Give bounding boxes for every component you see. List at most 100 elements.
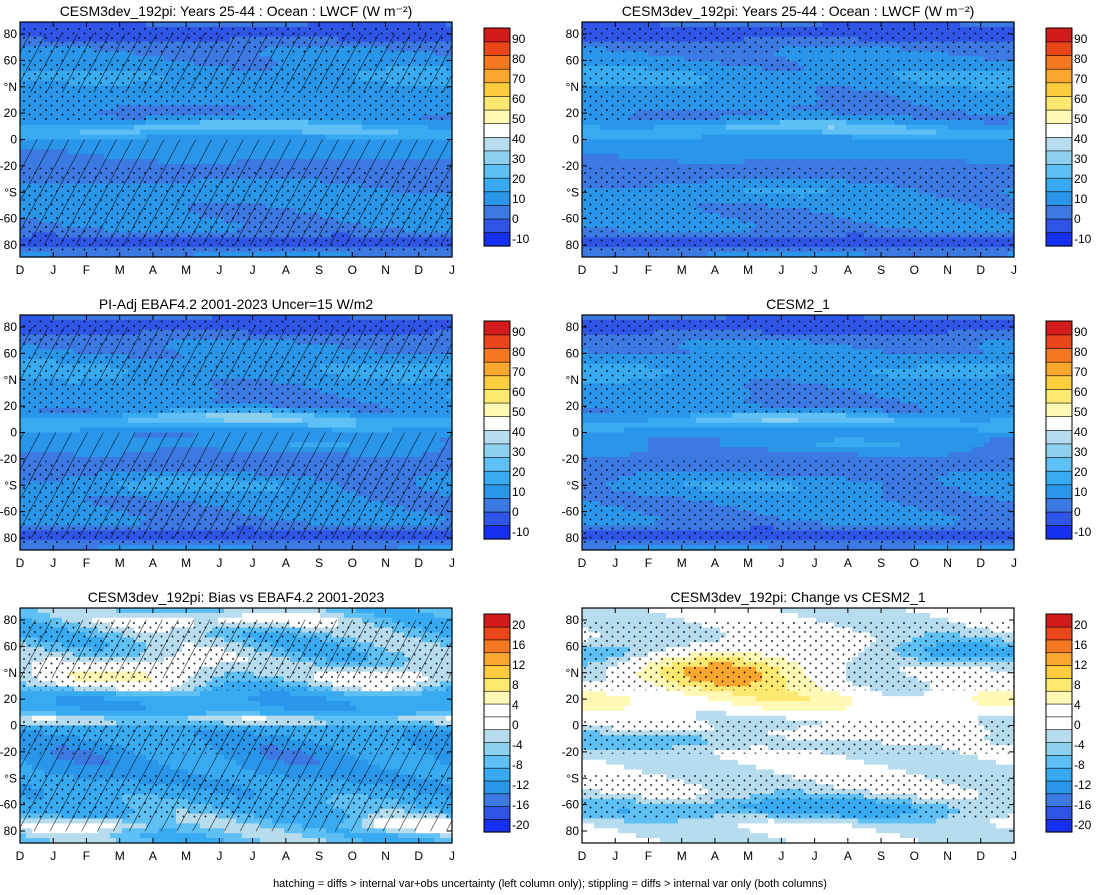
heatmap-cell: [284, 119, 291, 126]
heatmap-cell: [320, 252, 327, 258]
heatmap-cell: [338, 124, 345, 131]
heatmap-cell: [326, 134, 333, 141]
heatmap-cell: [416, 124, 423, 131]
heatmap-cell: [398, 22, 405, 28]
heatmap-cell: [164, 119, 171, 126]
heatmap-cell: [732, 154, 739, 160]
heatmap-cell: [636, 154, 643, 160]
heatmap-cell: [242, 119, 249, 126]
heatmap-cell: [612, 134, 619, 141]
heatmap-cell: [684, 134, 691, 141]
heatmap-cell: [678, 144, 685, 150]
heatmap-cell: [56, 124, 63, 131]
heatmap-cell: [302, 22, 309, 28]
heatmap-cell: [20, 124, 27, 131]
heatmap-cell: [182, 124, 189, 131]
heatmap-cell: [212, 134, 219, 141]
heatmap-cell: [176, 134, 183, 141]
heatmap-cell: [344, 124, 351, 131]
heatmap-cell: [176, 129, 183, 136]
colorbar-label: 70: [512, 72, 526, 86]
heatmap-cell: [428, 134, 435, 141]
heatmap-cell: [732, 129, 739, 136]
heatmap-cell: [50, 124, 57, 131]
heatmap-cell: [152, 252, 159, 258]
heatmap-cell: [618, 159, 625, 165]
heatmap-cell: [248, 129, 255, 136]
heatmap-cell: [422, 134, 429, 141]
heatmap-cell: [756, 149, 763, 155]
heatmap-cell: [678, 159, 685, 165]
heatmap-cell: [606, 22, 613, 28]
heatmap-cell: [600, 159, 607, 165]
heatmap-cell: [140, 129, 147, 136]
heatmap-cell: [140, 134, 147, 141]
heatmap-cell: [594, 149, 601, 155]
heatmap-cell: [278, 129, 285, 136]
heatmap-cell: [594, 124, 601, 131]
heatmap-cell: [38, 252, 45, 258]
heatmap-cell: [296, 252, 303, 258]
heatmap-cell: [690, 124, 697, 131]
heatmap-cell: [708, 134, 715, 141]
heatmap-cell: [260, 119, 267, 126]
heatmap-cell: [738, 134, 745, 141]
heatmap-cell: [606, 119, 613, 126]
heatmap-cell: [642, 144, 649, 150]
heatmap-cell: [732, 149, 739, 155]
heatmap-cell: [284, 252, 291, 258]
heatmap-cell: [398, 134, 405, 141]
heatmap-cell: [744, 159, 751, 165]
heatmap-cell: [356, 134, 363, 141]
heatmap-cell: [428, 129, 435, 136]
heatmap-cell: [314, 252, 321, 258]
heatmap-cell: [350, 134, 357, 141]
heatmap-cell: [74, 22, 81, 28]
heatmap-cell: [612, 119, 619, 126]
heatmap-cell: [20, 22, 27, 28]
heatmap-cell: [338, 129, 345, 136]
heatmap-cell: [732, 119, 739, 126]
heatmap-cell: [128, 119, 135, 126]
heatmap-cell: [702, 144, 709, 150]
heatmap-cell: [642, 124, 649, 131]
heatmap-cell: [104, 129, 111, 136]
heatmap-cell: [62, 129, 69, 136]
heatmap-cell: [600, 149, 607, 155]
heatmap-cell: [672, 154, 679, 160]
heatmap-cell: [726, 124, 733, 131]
heatmap-cell: [170, 124, 177, 131]
heatmap-cell: [630, 129, 637, 136]
heatmap-cell: [690, 119, 697, 126]
heatmap-cell: [594, 22, 601, 28]
heatmap-cell: [260, 134, 267, 141]
heatmap-cell: [410, 22, 417, 28]
heatmap-cell: [350, 129, 357, 136]
heatmap-cell: [176, 252, 183, 258]
heatmap-cell: [630, 119, 637, 126]
heatmap-cell: [224, 129, 231, 136]
heatmap-cell: [140, 124, 147, 131]
heatmap-cell: [672, 139, 679, 145]
heatmap-cell: [194, 119, 201, 126]
heatmap-cell: [332, 129, 339, 136]
heatmap-cell: [630, 139, 637, 145]
heatmap-cell: [636, 139, 643, 145]
heatmap-cell: [80, 129, 87, 136]
heatmap-cell: [272, 119, 279, 126]
heatmap-cell: [212, 119, 219, 126]
heatmap-cell: [62, 252, 69, 258]
heatmap-cell: [200, 129, 207, 136]
heatmap-cell: [392, 119, 399, 126]
heatmap-cell: [666, 134, 673, 141]
heatmap-cell: [128, 22, 135, 28]
heatmap-cell: [440, 124, 447, 131]
heatmap-cell: [182, 22, 189, 28]
heatmap-cell: [720, 139, 727, 145]
heatmap-cell: [392, 129, 399, 136]
heatmap-cell: [708, 139, 715, 145]
heatmap-cell: [194, 22, 201, 28]
heatmap-cell: [738, 22, 745, 28]
heatmap-cell: [62, 22, 69, 28]
heatmap-cell: [744, 22, 751, 28]
